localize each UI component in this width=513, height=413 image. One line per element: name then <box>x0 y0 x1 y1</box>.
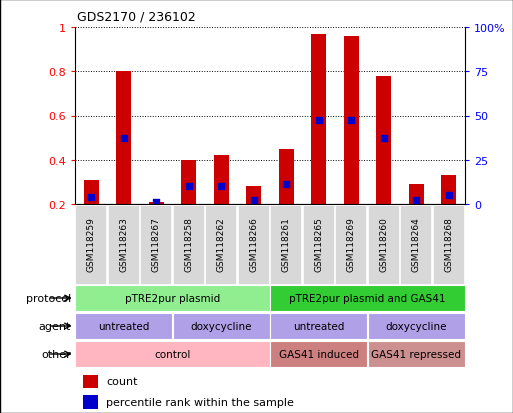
Text: GSM118261: GSM118261 <box>282 217 291 272</box>
Text: control: control <box>154 349 191 359</box>
Text: GDS2170 / 236102: GDS2170 / 236102 <box>77 11 196 24</box>
Bar <box>377 76 391 204</box>
Text: doxycycline: doxycycline <box>190 321 252 331</box>
Text: GSM118258: GSM118258 <box>184 217 193 272</box>
Text: GSM118263: GSM118263 <box>119 217 128 272</box>
Bar <box>75 341 270 367</box>
Text: agent: agent <box>38 321 71 331</box>
Text: GSM118267: GSM118267 <box>152 217 161 272</box>
Text: GAS41 induced: GAS41 induced <box>279 349 359 359</box>
Text: GSM118265: GSM118265 <box>314 217 323 272</box>
Bar <box>311 35 326 204</box>
Bar <box>270 313 367 339</box>
Point <box>152 199 161 206</box>
Point <box>87 195 95 201</box>
Text: GSM118269: GSM118269 <box>347 217 356 272</box>
Point <box>250 197 258 203</box>
Text: GSM118260: GSM118260 <box>379 217 388 272</box>
Bar <box>270 285 465 311</box>
Bar <box>83 395 98 408</box>
Bar <box>214 156 229 204</box>
Bar <box>368 341 465 367</box>
Text: doxycycline: doxycycline <box>385 321 447 331</box>
Bar <box>270 341 367 367</box>
Point <box>380 135 388 142</box>
Bar <box>182 160 196 204</box>
Text: untreated: untreated <box>98 321 149 331</box>
Text: pTRE2pur plasmid: pTRE2pur plasmid <box>125 293 220 303</box>
Bar <box>149 202 164 204</box>
Text: pTRE2pur plasmid and GAS41: pTRE2pur plasmid and GAS41 <box>289 293 446 303</box>
Point <box>445 192 453 199</box>
Text: percentile rank within the sample: percentile rank within the sample <box>106 397 294 407</box>
Point <box>217 183 225 190</box>
Bar <box>84 180 98 204</box>
Text: protocol: protocol <box>26 293 71 303</box>
Bar <box>368 313 465 339</box>
Text: count: count <box>106 377 137 387</box>
Text: untreated: untreated <box>293 321 344 331</box>
Point <box>120 135 128 142</box>
Bar <box>83 375 98 388</box>
Text: GSM118268: GSM118268 <box>444 217 453 272</box>
Text: GSM118259: GSM118259 <box>87 217 96 272</box>
Text: GSM118264: GSM118264 <box>412 217 421 272</box>
Bar <box>344 37 359 204</box>
Bar <box>279 150 293 204</box>
Bar <box>173 313 270 339</box>
Point <box>347 117 356 124</box>
Bar <box>75 285 270 311</box>
Point <box>412 197 420 203</box>
Bar <box>409 185 424 204</box>
Text: GSM118266: GSM118266 <box>249 217 258 272</box>
Text: other: other <box>42 349 71 359</box>
Text: GSM118262: GSM118262 <box>217 217 226 272</box>
Point <box>185 183 193 190</box>
Text: GAS41 repressed: GAS41 repressed <box>371 349 461 359</box>
Point <box>282 181 290 188</box>
Bar <box>246 187 261 204</box>
Bar <box>75 313 172 339</box>
Bar <box>442 176 456 204</box>
Point <box>314 117 323 124</box>
Bar <box>116 72 131 204</box>
